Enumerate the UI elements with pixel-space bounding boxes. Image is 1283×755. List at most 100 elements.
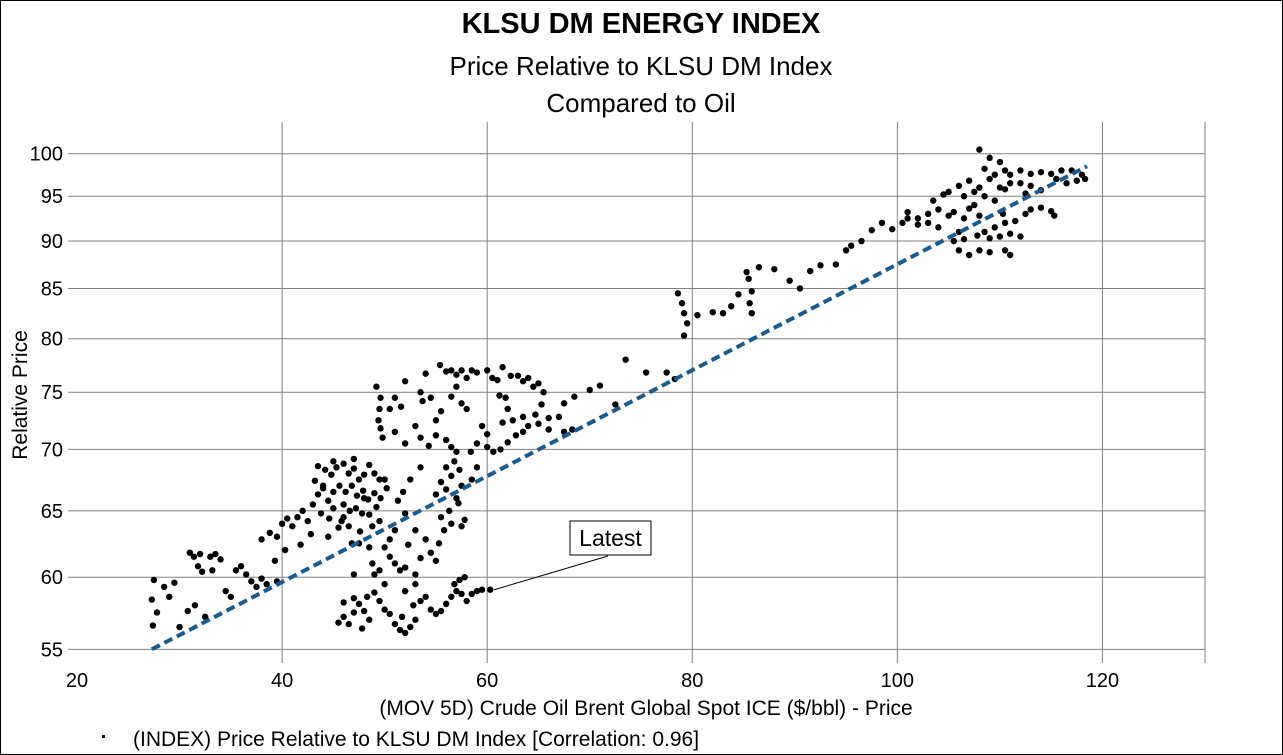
data-point: [371, 489, 378, 497]
data-point: [1006, 171, 1014, 178]
data-point: [299, 507, 306, 515]
data-point: [412, 616, 419, 623]
y-tick-label: 60: [41, 567, 63, 589]
data-point: [467, 448, 474, 455]
data-point: [289, 523, 296, 530]
data-point: [463, 405, 470, 413]
data-point: [325, 533, 332, 540]
x-tick-label: 100: [881, 670, 914, 692]
data-point: [381, 580, 388, 588]
data-point: [981, 193, 988, 200]
data-point: [924, 219, 932, 227]
data-point: [381, 544, 388, 551]
data-point: [376, 567, 383, 574]
x-tick-label: 20: [66, 670, 88, 692]
data-point: [981, 165, 988, 172]
data-point: [535, 420, 542, 427]
data-point: [417, 554, 424, 562]
data-point: [348, 482, 356, 489]
data-point: [309, 501, 317, 508]
data-point: [555, 413, 563, 421]
data-point: [227, 593, 235, 600]
data-point: [222, 587, 229, 595]
data-point: [530, 383, 537, 390]
data-point: [350, 609, 358, 616]
data-point: [965, 251, 973, 259]
legend: (INDEX) Price Relative to KLSU DM Index …: [102, 728, 699, 751]
data-point: [360, 471, 368, 478]
data-point: [186, 549, 193, 556]
data-point: [383, 484, 390, 492]
data-point: [960, 236, 968, 243]
data-point: [904, 215, 911, 222]
data-point: [335, 524, 342, 531]
data-point: [1001, 186, 1009, 193]
data-point: [377, 394, 384, 401]
data-point: [1027, 206, 1034, 213]
latest-annotation: Latest: [494, 520, 652, 591]
data-point: [1073, 177, 1081, 184]
data-point: [371, 589, 378, 596]
data-point: [453, 448, 460, 455]
data-point: [1001, 219, 1009, 227]
data-point: [940, 191, 947, 198]
data-point: [184, 607, 191, 615]
data-point: [412, 571, 419, 578]
data-point: [986, 175, 993, 183]
data-point: [456, 466, 463, 473]
data-point: [842, 247, 850, 254]
trendline: [150, 164, 1088, 652]
data-point: [417, 597, 424, 605]
data-point: [376, 405, 383, 413]
data-point: [427, 606, 434, 613]
data-point: [1051, 212, 1058, 219]
x-tick-label: 120: [1086, 670, 1119, 692]
annotation-label: Latest: [579, 525, 642, 551]
data-point: [965, 177, 973, 184]
data-point: [190, 553, 198, 560]
data-point: [735, 291, 742, 298]
data-point: [504, 439, 511, 446]
data-point: [160, 583, 168, 591]
data-point: [345, 620, 352, 628]
data-point: [786, 277, 793, 284]
data-point: [509, 417, 517, 424]
chart-subtitle-2: Compared to Oil: [546, 88, 735, 118]
data-point: [878, 219, 886, 227]
data-point: [991, 197, 998, 204]
data-point: [535, 380, 542, 387]
data-point: [468, 476, 475, 483]
data-point: [253, 583, 260, 591]
data-point: [512, 432, 520, 439]
data-point: [304, 517, 311, 525]
data-point: [504, 405, 511, 413]
data-point: [807, 267, 814, 275]
data-point: [297, 541, 304, 548]
data-point: [996, 233, 1004, 240]
chart-title: KLSU DM ENERGY INDEX: [462, 8, 821, 40]
data-point: [366, 511, 373, 518]
data-point: [971, 201, 978, 209]
data-point: [448, 393, 455, 400]
data-point: [463, 374, 470, 382]
data-point: [330, 458, 337, 465]
x-tick-label: 80: [681, 670, 703, 692]
data-point: [1037, 204, 1045, 211]
data-point: [237, 563, 245, 570]
data-point: [232, 567, 240, 574]
data-point: [945, 188, 952, 196]
data-point: [468, 590, 475, 598]
data-point: [448, 593, 455, 600]
chart-subtitle-1: Price Relative to KLSU DM Index: [450, 51, 833, 81]
data-point: [396, 626, 404, 634]
data-point: [376, 597, 383, 605]
data-point: [398, 613, 406, 621]
data-point: [483, 443, 491, 451]
data-point: [366, 461, 373, 469]
data-point: [1027, 170, 1034, 178]
data-point: [1027, 182, 1034, 190]
data-point: [935, 224, 942, 231]
data-point: [417, 464, 424, 471]
data-point: [473, 464, 481, 471]
